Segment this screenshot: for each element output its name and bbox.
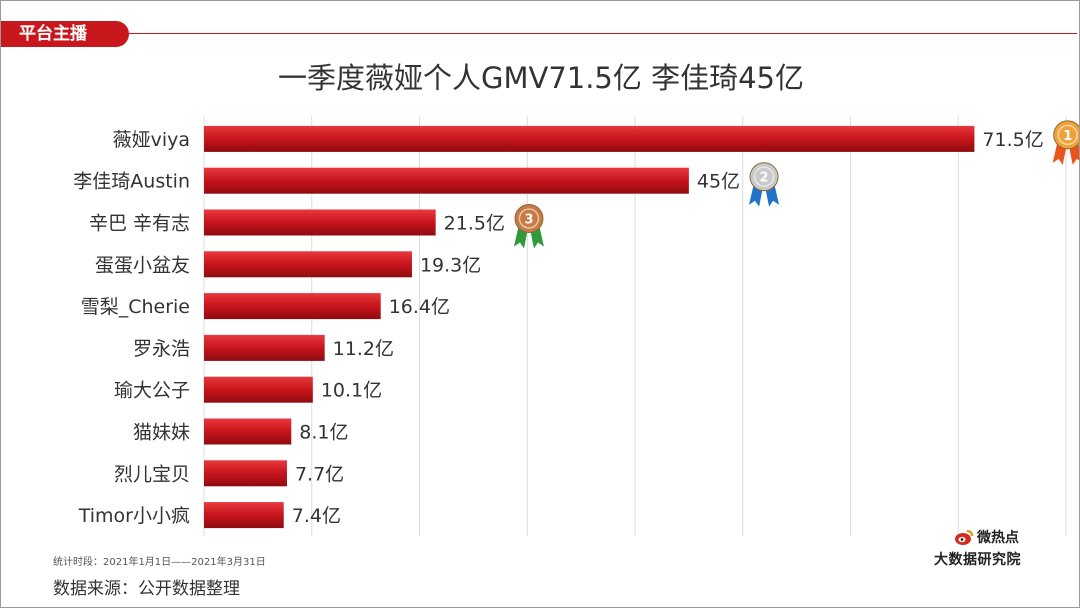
bar: [204, 125, 975, 152]
data-label: 16.4亿: [389, 296, 450, 318]
brand-name: 微热点: [977, 530, 1019, 546]
source-note: 数据来源：公开数据整理: [53, 579, 240, 599]
svg-text:2: 2: [760, 171, 769, 186]
bar: [204, 334, 325, 361]
category-label: 烈儿宝贝: [114, 463, 190, 485]
bar: [204, 418, 292, 445]
data-label: 21.5亿: [444, 213, 505, 235]
data-label: 11.2亿: [333, 338, 394, 360]
bar: [204, 460, 287, 487]
brand-subtitle: 大数据研究院: [934, 552, 1021, 568]
category-label: 猫妹妹: [133, 422, 190, 444]
medal-1-icon: 1: [1052, 120, 1079, 165]
weibo-eye-icon: [955, 529, 973, 545]
category-label: 李佳琦Austin: [73, 171, 190, 193]
data-label: 7.4亿: [292, 505, 341, 527]
bar: [204, 502, 284, 529]
data-label: 71.5亿: [982, 129, 1043, 151]
category-label: 蛋蛋小盆友: [95, 254, 190, 276]
medal-3-icon: 3: [513, 204, 544, 249]
data-label: 10.1亿: [321, 380, 382, 402]
bar: [204, 209, 436, 236]
category-label: 雪梨_Cherie: [81, 296, 190, 318]
category-label: 瑜大公子: [114, 380, 190, 402]
bar: [204, 293, 381, 320]
data-label: 45亿: [697, 171, 740, 193]
period-note: 统计时段：2021年1月1日——2021年3月31日: [53, 557, 266, 568]
category-label: 薇娅viya: [113, 129, 190, 151]
chart-title: 一季度薇娅个人GMV71.5亿 李佳琦45亿: [277, 61, 805, 95]
svg-text:1: 1: [1063, 129, 1072, 144]
medal-2-icon: 2: [749, 162, 780, 207]
category-label: Timor小小疯: [78, 505, 190, 527]
brand-logo: 微热点 大数据研究院: [934, 527, 1054, 569]
bar: [204, 376, 313, 403]
category-label: 辛巴 辛有志: [89, 213, 190, 235]
bar: [204, 251, 412, 278]
category-label: 罗永浩: [133, 338, 190, 360]
svg-text:3: 3: [524, 213, 533, 228]
data-label: 7.7亿: [295, 463, 344, 485]
data-label: 8.1亿: [299, 422, 348, 444]
header-rule: [129, 33, 1077, 34]
data-label: 19.3亿: [420, 254, 481, 276]
section-tag: 平台主播: [1, 21, 129, 47]
bar: [204, 167, 689, 194]
